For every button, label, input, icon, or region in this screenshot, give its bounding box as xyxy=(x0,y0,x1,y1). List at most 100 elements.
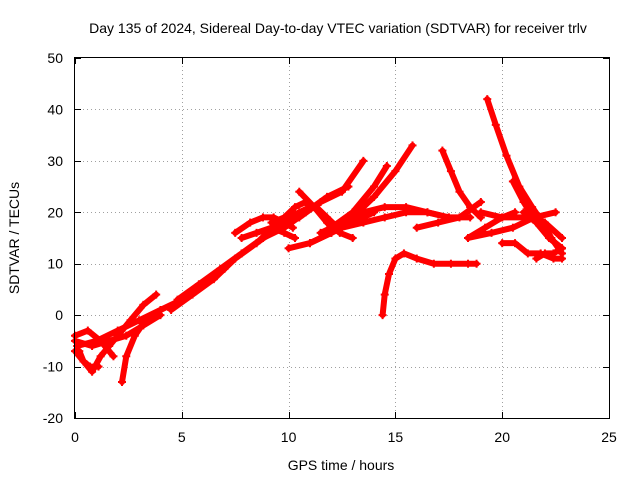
data-point xyxy=(117,378,126,386)
data-point xyxy=(508,177,517,186)
x-tick-label: 15 xyxy=(388,429,404,445)
data-point xyxy=(194,280,203,289)
x-tick-label: 5 xyxy=(178,429,186,445)
x-axis-label: GPS time / hours xyxy=(288,457,395,473)
data-point xyxy=(380,203,389,212)
data-point xyxy=(481,223,490,232)
data-point xyxy=(348,208,357,217)
data-point xyxy=(498,239,507,248)
data-point xyxy=(96,352,105,361)
data-point xyxy=(378,311,387,320)
data-point xyxy=(476,208,485,217)
x-tick-label: 20 xyxy=(494,429,510,445)
data-point xyxy=(408,141,417,150)
data-point xyxy=(438,146,447,155)
data-point xyxy=(246,218,255,227)
data-point xyxy=(280,228,289,237)
y-tick-label: 20 xyxy=(47,204,63,220)
data-point xyxy=(519,208,528,217)
series-sat-ac xyxy=(520,209,565,252)
data-point xyxy=(384,270,393,278)
data-point xyxy=(338,223,346,232)
x-tick-label: 0 xyxy=(71,429,79,445)
data-point xyxy=(423,208,432,217)
plot-frame xyxy=(74,57,610,419)
data-point xyxy=(152,290,161,299)
data-point xyxy=(280,213,289,222)
data-point xyxy=(549,249,558,258)
data-point xyxy=(466,203,475,212)
data-point xyxy=(399,249,408,258)
data-point xyxy=(83,326,92,335)
data-point xyxy=(511,239,520,248)
data-point xyxy=(316,228,325,237)
data-point xyxy=(85,362,94,371)
data-point xyxy=(237,249,246,258)
data-point xyxy=(237,234,246,242)
y-tick-label: 40 xyxy=(47,101,63,117)
data-point xyxy=(508,223,517,232)
data-series xyxy=(71,95,567,386)
data-point xyxy=(472,259,481,268)
data-point xyxy=(291,203,300,212)
chart-title: Day 135 of 2024, Sidereal Day-to-day VTE… xyxy=(89,20,587,36)
data-point xyxy=(464,259,473,268)
y-tick-label: 30 xyxy=(47,153,63,169)
data-point xyxy=(370,182,379,191)
data-point xyxy=(455,187,464,196)
data-point xyxy=(391,254,400,263)
data-point xyxy=(109,352,118,361)
data-point xyxy=(75,347,84,356)
data-point xyxy=(126,316,135,325)
data-point xyxy=(348,234,357,242)
data-point xyxy=(92,336,101,345)
series-sat-i xyxy=(174,183,352,303)
data-point xyxy=(466,213,475,222)
data-point xyxy=(502,151,511,160)
data-point xyxy=(434,218,443,227)
data-point xyxy=(429,259,438,268)
data-point xyxy=(327,223,336,232)
data-point xyxy=(370,192,379,201)
data-point xyxy=(391,167,400,176)
axis-ticks: 0 5 10 15 20 25 -20 -10 0 10 20 30 40 50 xyxy=(43,50,617,445)
data-point xyxy=(519,198,528,206)
data-point xyxy=(382,162,391,170)
data-point xyxy=(491,120,500,129)
data-point xyxy=(94,362,103,371)
data-point xyxy=(344,182,353,191)
x-tick-label: 25 xyxy=(601,429,617,445)
data-point xyxy=(284,244,293,253)
data-point xyxy=(523,249,532,258)
data-point xyxy=(291,234,300,242)
data-point xyxy=(558,254,567,263)
data-point xyxy=(167,306,176,314)
data-point xyxy=(455,213,464,222)
data-point xyxy=(105,336,114,345)
data-point xyxy=(154,311,163,320)
data-point xyxy=(267,218,276,227)
data-point xyxy=(532,254,541,263)
data-point xyxy=(79,357,88,366)
x-tick-label: 10 xyxy=(281,429,297,445)
data-point xyxy=(558,234,567,242)
data-point xyxy=(558,244,567,253)
data-point xyxy=(446,259,455,268)
data-point xyxy=(141,316,150,325)
data-point xyxy=(156,306,165,314)
series-sat-e xyxy=(76,348,102,370)
series-sat-r xyxy=(328,163,390,231)
data-point xyxy=(412,223,421,232)
data-point xyxy=(359,156,368,165)
data-point xyxy=(130,331,139,340)
series-sat-t xyxy=(379,250,480,319)
data-point xyxy=(412,254,421,263)
data-point xyxy=(498,213,507,222)
data-point xyxy=(139,300,148,309)
y-axis-label: SDTVAR / TECUs xyxy=(6,182,22,294)
data-point xyxy=(295,208,304,217)
data-point xyxy=(476,198,485,206)
data-point xyxy=(323,218,332,227)
data-point xyxy=(532,218,541,227)
